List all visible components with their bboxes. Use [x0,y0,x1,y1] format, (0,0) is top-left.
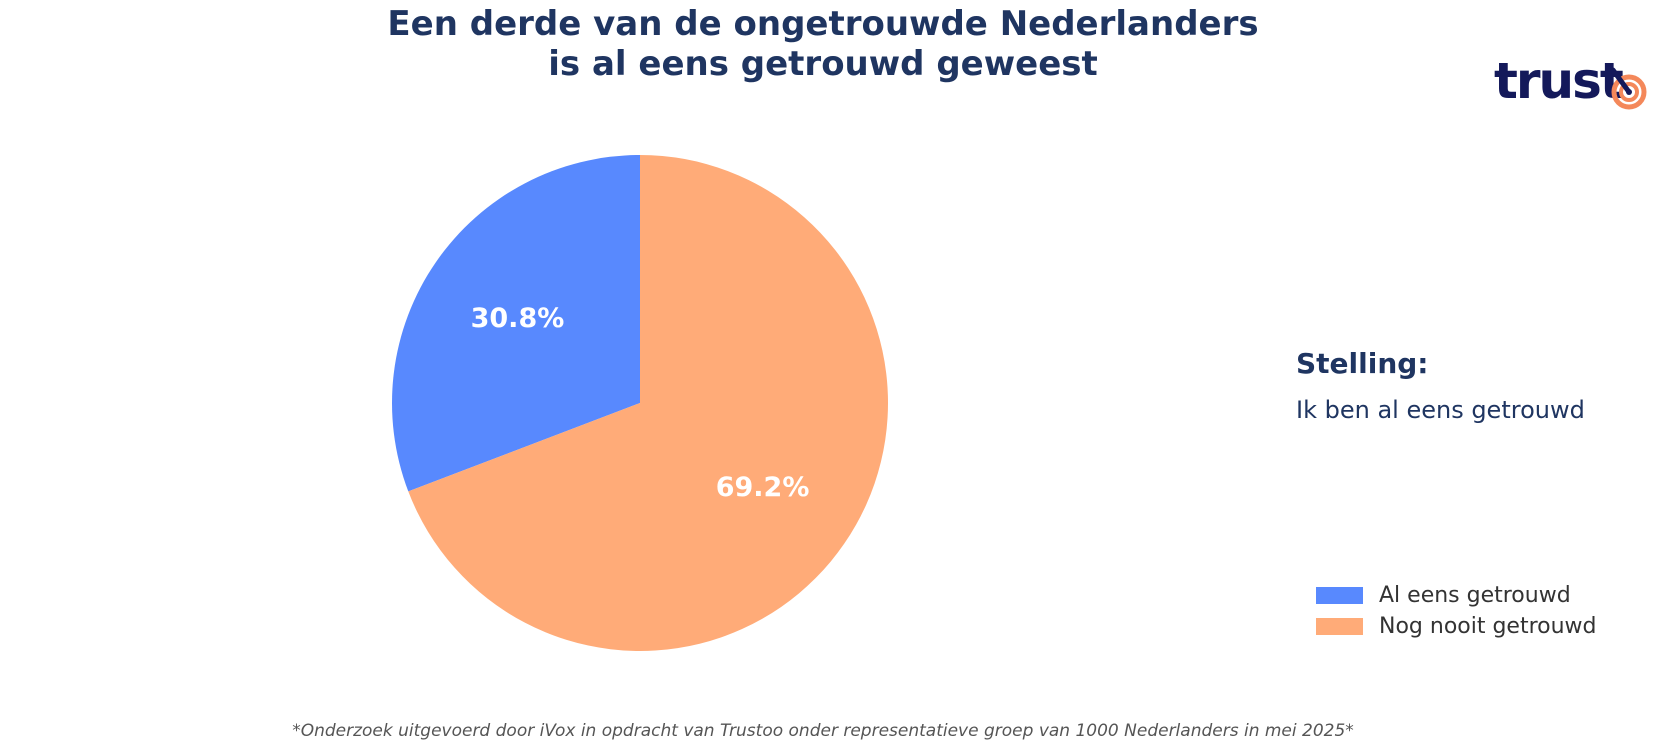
legend-item-nog-nooit-getrouwd: Nog nooit getrouwd [1316,611,1597,642]
legend-label: Nog nooit getrouwd [1379,613,1597,639]
statement-heading: Stelling: [1296,347,1429,380]
pie-slice-label: 69.2% [716,472,810,503]
legend-label: Al eens getrouwd [1379,582,1571,608]
chart-legend: Al eens getrouwd Nog nooit getrouwd [1316,580,1597,642]
footnote: *Onderzoek uitgevoerd door iVox in opdra… [292,721,1354,741]
chart-title-line-1: Een derde van de ongetrouwde Nederlander… [387,4,1259,44]
target-icon [1610,67,1647,110]
pie-slice-nog-nooit-getrouwd [408,155,889,651]
pie-slice-label: 30.8% [471,303,565,334]
legend-item-al-eens-getrouwd: Al eens getrouwd [1316,580,1597,611]
logo-text: trust [1494,52,1624,110]
chart-title-line-2: is al eens getrouwd geweest [548,44,1098,84]
trustoo-logo: trust [1494,52,1664,110]
legend-swatch [1316,618,1363,635]
legend-swatch [1316,587,1363,604]
pie-slice-al-eens-getrouwd [392,155,640,492]
statement-text: Ik ben al eens getrouwd [1296,396,1585,424]
